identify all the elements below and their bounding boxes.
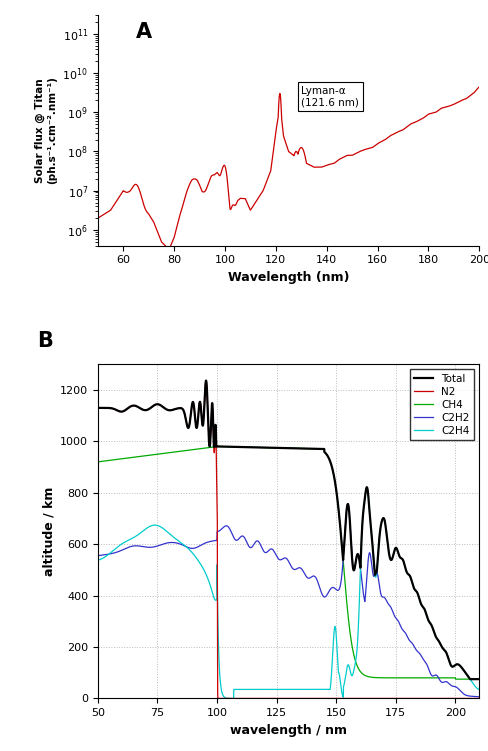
Total (276, 443, 282, 452)
CH4 (276, 443, 282, 452)
Total (371, 570, 377, 579)
C2H4 (363, 483, 369, 492)
Line: N2: N2 (98, 381, 478, 698)
Y-axis label: Solar flux @ Titan
(ph.s⁻¹.cm⁻².nm⁻¹): Solar flux @ Titan (ph.s⁻¹.cm⁻².nm⁻¹) (35, 77, 57, 184)
CH4 (258, 443, 264, 452)
X-axis label: wavelength / nm: wavelength / nm (229, 724, 346, 737)
C2H4 (464, 671, 469, 680)
Line: C2H2: C2H2 (98, 504, 478, 697)
Total (258, 443, 264, 452)
C2H2 (371, 571, 377, 580)
N2 (258, 694, 264, 703)
Line: CH4: CH4 (98, 446, 478, 679)
CH4 (371, 673, 377, 682)
C2H4 (258, 685, 264, 694)
Y-axis label: altitude / km: altitude / km (42, 487, 56, 576)
CH4 (214, 442, 220, 451)
Total (445, 655, 450, 664)
CH4 (464, 674, 469, 683)
C2H2 (95, 551, 101, 560)
C2H2 (276, 555, 282, 564)
C2H4 (230, 694, 236, 703)
CH4 (475, 674, 481, 683)
C2H2 (464, 691, 469, 700)
N2 (475, 694, 481, 703)
N2 (445, 694, 451, 703)
C2H4 (445, 655, 451, 664)
Legend: Total, N2, CH4, C2H2, C2H4: Total, N2, CH4, C2H2, C2H4 (409, 369, 473, 440)
CH4 (255, 443, 261, 452)
Total (475, 674, 481, 683)
CH4 (445, 674, 450, 683)
N2 (371, 694, 377, 703)
N2 (276, 694, 282, 703)
C2H2 (255, 537, 261, 546)
CH4 (95, 457, 101, 466)
N2 (95, 403, 101, 412)
Total (466, 674, 472, 683)
CH4 (451, 674, 457, 683)
Total (95, 403, 101, 412)
C2H4 (95, 556, 101, 565)
N2 (255, 694, 261, 703)
Total (255, 443, 261, 452)
N2 (464, 694, 469, 703)
Text: A: A (136, 22, 152, 42)
C2H4 (255, 685, 261, 694)
C2H2 (258, 541, 264, 550)
Text: Lyman-α
(121.6 nm): Lyman-α (121.6 nm) (301, 86, 358, 107)
C2H4 (371, 571, 377, 580)
C2H4 (276, 685, 282, 694)
N2 (256, 694, 262, 703)
X-axis label: Wavelength (nm): Wavelength (nm) (227, 271, 348, 284)
Total (203, 376, 208, 385)
Line: C2H4: C2H4 (98, 487, 478, 698)
N2 (203, 376, 208, 385)
Text: B: B (37, 330, 53, 351)
Total (464, 671, 469, 680)
C2H2 (445, 679, 450, 688)
C2H2 (475, 692, 481, 701)
C2H2 (344, 499, 350, 508)
Line: Total: Total (98, 381, 478, 679)
C2H4 (475, 685, 481, 694)
